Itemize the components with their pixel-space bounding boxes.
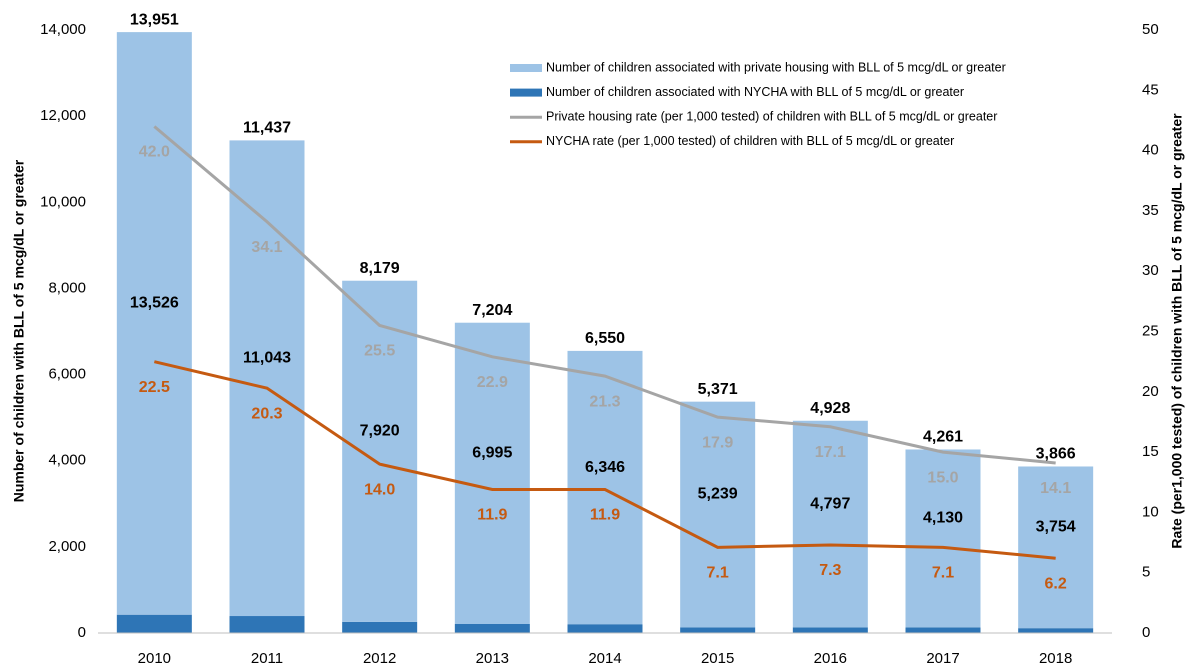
y2-axis-title: Rate (per1,000 tested) of children with … bbox=[1169, 113, 1185, 549]
total-label: 13,951 bbox=[130, 11, 179, 28]
x-tick-label: 2018 bbox=[1039, 650, 1072, 666]
bar-segment bbox=[567, 350, 643, 625]
bar-segment bbox=[116, 614, 192, 633]
x-tick-label: 2016 bbox=[814, 650, 847, 666]
bar-segment bbox=[229, 616, 305, 633]
bar-segment bbox=[1018, 466, 1094, 629]
bar-value-label: 13,526 bbox=[130, 295, 179, 312]
y-tick-label: 8,000 bbox=[48, 279, 86, 296]
rate-label: 25.5 bbox=[364, 343, 395, 360]
rate-label: 22.5 bbox=[139, 379, 170, 396]
total-label: 4,261 bbox=[923, 429, 963, 446]
rate-label: 34.1 bbox=[251, 239, 282, 256]
rate-label: 15.0 bbox=[927, 469, 958, 486]
y-tick-label: 0 bbox=[78, 624, 86, 641]
y-tick-label: 14,000 bbox=[40, 21, 86, 38]
x-tick-label: 2012 bbox=[363, 650, 396, 666]
x-tick-label: 2010 bbox=[138, 650, 171, 666]
bar-value-label: 4,130 bbox=[923, 510, 963, 527]
rate-label: 20.3 bbox=[251, 405, 282, 422]
bar-value-label: 5,239 bbox=[698, 486, 738, 503]
y2-tick-label: 40 bbox=[1142, 142, 1159, 159]
total-label: 4,928 bbox=[810, 400, 850, 417]
rate-label: 17.1 bbox=[815, 444, 846, 461]
y2-tick-label: 30 bbox=[1142, 262, 1159, 279]
bar-value-label: 3,754 bbox=[1036, 519, 1076, 536]
total-label: 8,179 bbox=[360, 260, 400, 277]
bar-segment bbox=[792, 627, 868, 633]
legend-label: Private housing rate (per 1,000 tested) … bbox=[546, 109, 997, 123]
legend-swatch bbox=[510, 64, 542, 72]
total-label: 11,437 bbox=[243, 120, 291, 137]
rate-label: 14.1 bbox=[1040, 480, 1071, 497]
bar-segment bbox=[342, 280, 418, 622]
legend-label: Number of children associated with priva… bbox=[546, 60, 1006, 74]
bar-segment bbox=[116, 32, 192, 615]
bar-segment bbox=[342, 621, 418, 633]
bar-segment bbox=[1018, 628, 1094, 633]
rate-label: 7.1 bbox=[707, 565, 729, 582]
rate-label: 11.9 bbox=[590, 507, 620, 524]
rate-label: 7.1 bbox=[932, 565, 954, 582]
rate-label: 42.0 bbox=[139, 144, 170, 161]
total-label: 6,550 bbox=[585, 330, 625, 347]
y2-tick-label: 0 bbox=[1142, 624, 1150, 641]
rate-line bbox=[153, 125, 1056, 465]
rate-label: 21.3 bbox=[589, 393, 620, 410]
bar-segment bbox=[454, 322, 530, 624]
rate-label: 7.3 bbox=[819, 562, 841, 579]
y2-tick-label: 35 bbox=[1142, 202, 1159, 219]
y2-tick-label: 20 bbox=[1142, 383, 1159, 400]
bar-value-label: 11,043 bbox=[243, 349, 291, 366]
rate-label: 17.9 bbox=[702, 434, 733, 451]
y-tick-label: 12,000 bbox=[40, 107, 86, 124]
y2-tick-label: 15 bbox=[1142, 443, 1159, 460]
legend-label: Number of children associated with NYCHA… bbox=[546, 85, 964, 99]
bar-value-label: 6,995 bbox=[472, 445, 512, 462]
bar-segment bbox=[792, 420, 868, 628]
y-tick-label: 10,000 bbox=[40, 193, 86, 210]
total-label: 3,866 bbox=[1036, 446, 1076, 463]
x-tick-label: 2017 bbox=[926, 650, 959, 666]
rate-label: 11.9 bbox=[477, 507, 507, 524]
bar-value-label: 4,797 bbox=[810, 495, 850, 512]
bar-value-label: 7,920 bbox=[360, 423, 400, 440]
bar-segment bbox=[905, 627, 981, 633]
y-tick-label: 4,000 bbox=[48, 452, 86, 469]
x-tick-label: 2013 bbox=[476, 650, 509, 666]
y2-tick-label: 50 bbox=[1142, 21, 1159, 38]
y-tick-label: 6,000 bbox=[48, 366, 86, 383]
rate-label: 22.9 bbox=[477, 374, 508, 391]
x-tick-label: 2015 bbox=[701, 650, 734, 666]
total-label: 7,204 bbox=[472, 302, 512, 319]
legend-swatch bbox=[510, 88, 542, 97]
legend-label: NYCHA rate (per 1,000 tested) of childre… bbox=[546, 134, 954, 148]
bar-segment bbox=[567, 624, 643, 633]
rate-line bbox=[153, 360, 1056, 560]
y2-tick-label: 10 bbox=[1142, 503, 1159, 520]
rate-label: 6.2 bbox=[1045, 575, 1067, 592]
total-label: 5,371 bbox=[698, 381, 738, 398]
y2-tick-label: 45 bbox=[1142, 81, 1159, 98]
bar-segment bbox=[905, 449, 981, 628]
y2-tick-label: 5 bbox=[1142, 564, 1150, 581]
bar-value-label: 6,346 bbox=[585, 459, 625, 476]
bar-segment bbox=[680, 401, 756, 628]
y-axis-title: Number of children with BLL of 5 mcg/dL … bbox=[11, 159, 27, 502]
bar-segment bbox=[454, 623, 530, 633]
rate-label: 14.0 bbox=[364, 481, 395, 498]
x-tick-label: 2011 bbox=[251, 650, 283, 666]
bar-segment bbox=[680, 627, 756, 633]
x-tick-label: 2014 bbox=[588, 650, 621, 666]
bar-segment bbox=[229, 140, 305, 617]
y-tick-label: 2,000 bbox=[48, 538, 86, 555]
y2-tick-label: 25 bbox=[1142, 322, 1159, 339]
